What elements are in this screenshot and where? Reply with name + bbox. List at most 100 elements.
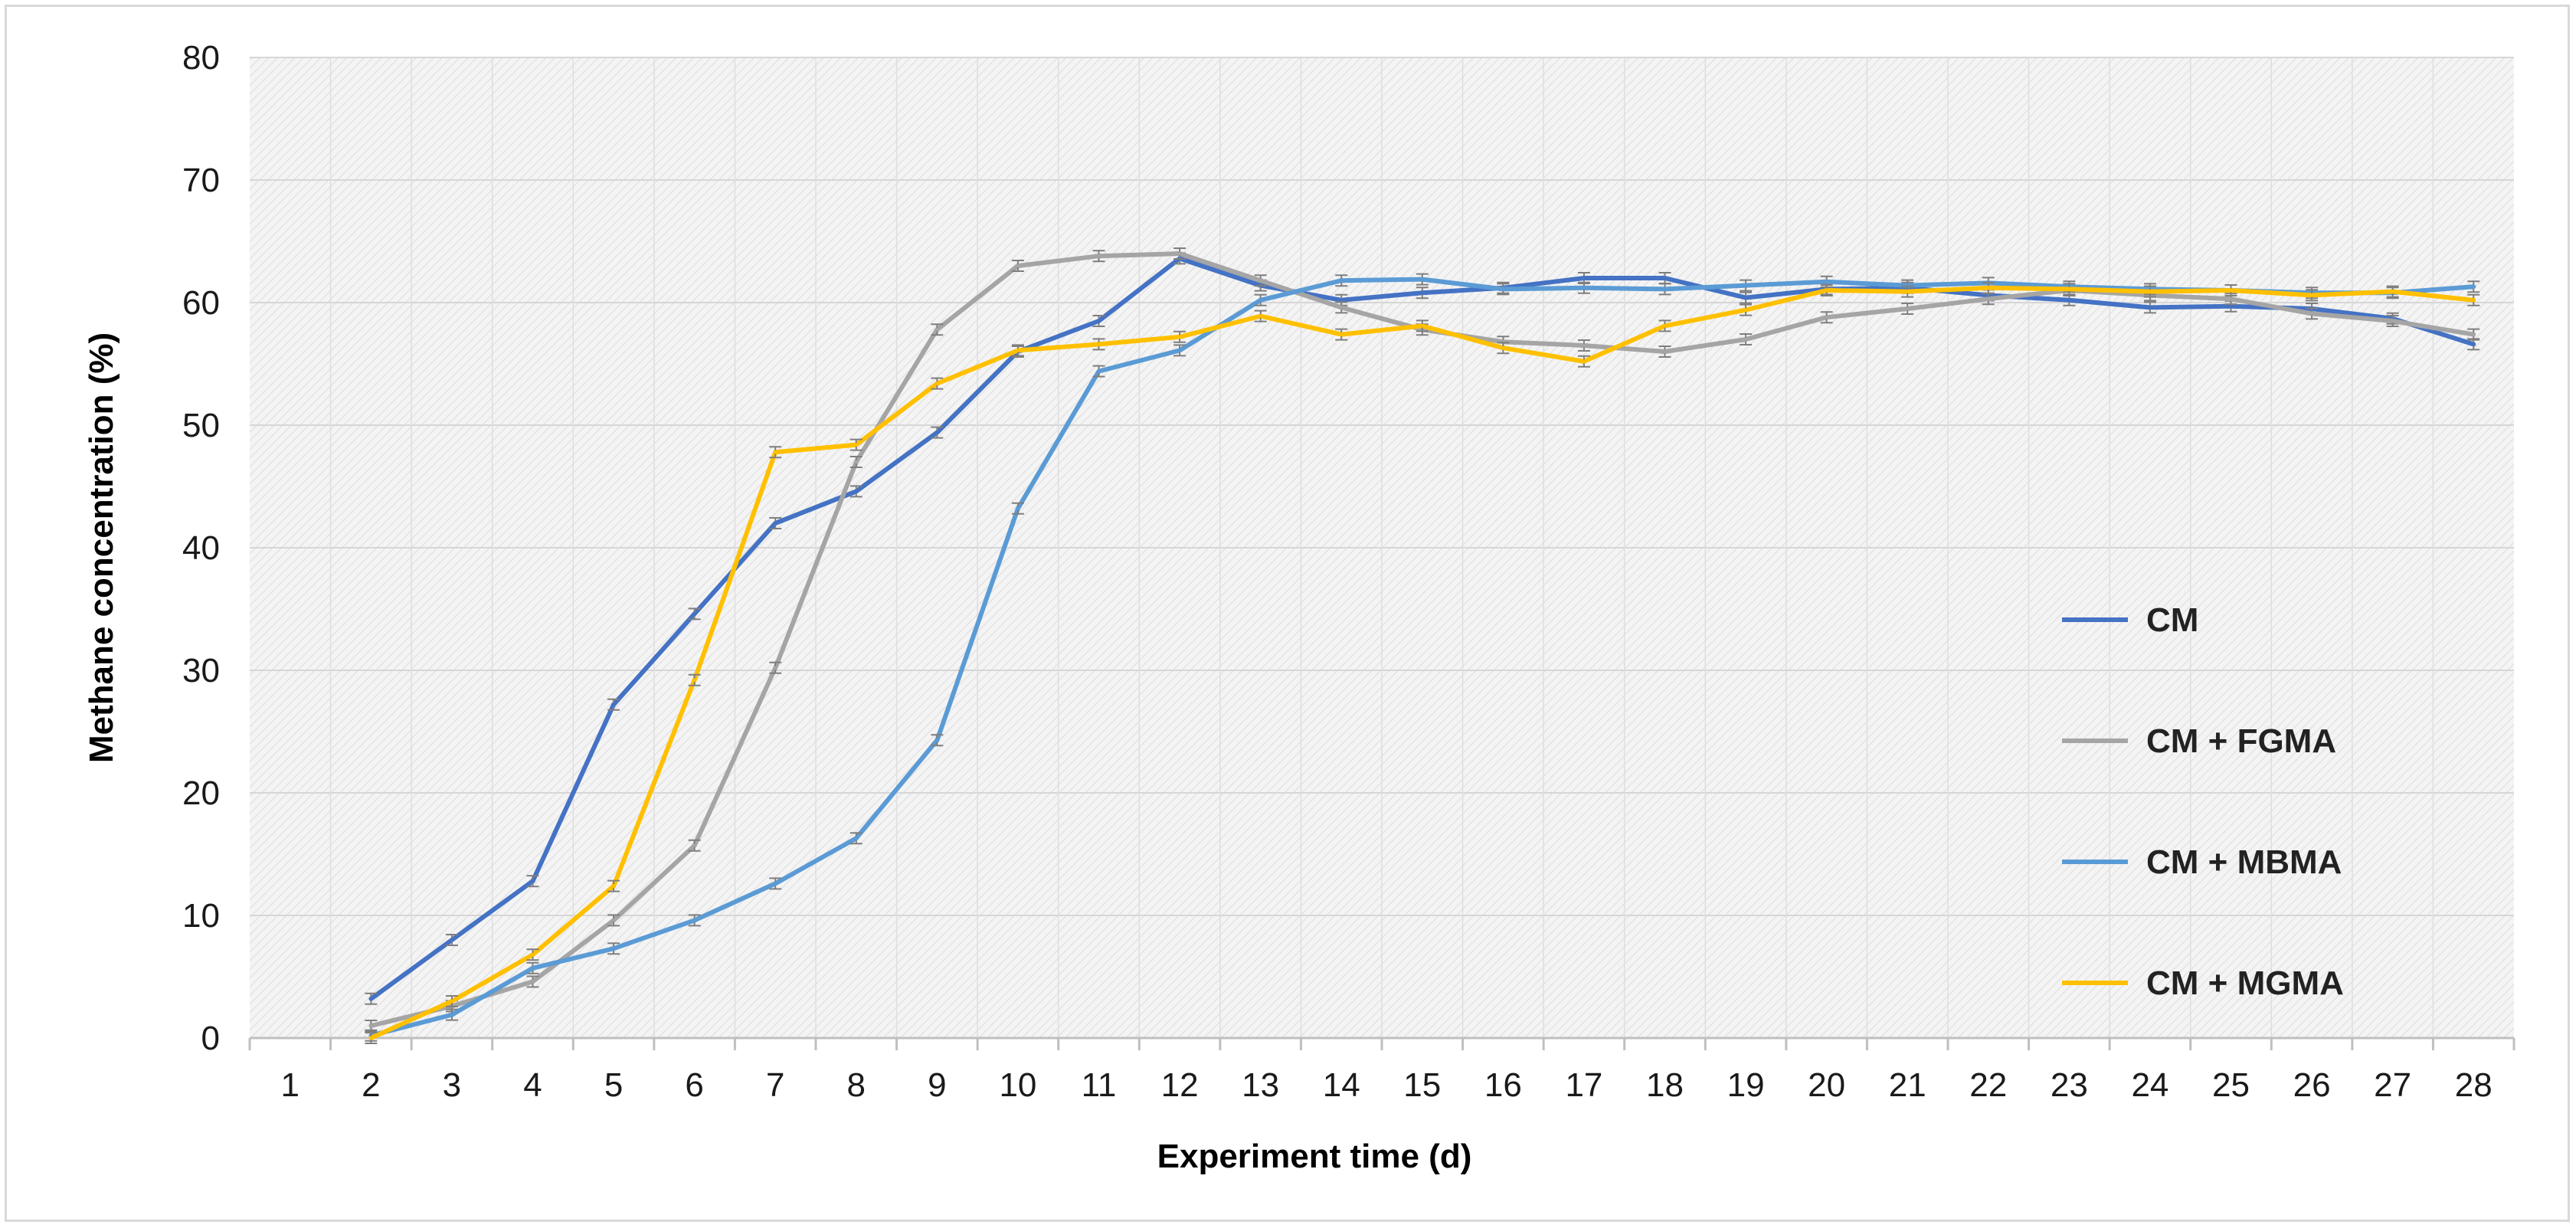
- x-tick-label: 26: [2293, 1066, 2331, 1104]
- x-tick-label: 16: [1484, 1066, 1522, 1104]
- data-point: [368, 1023, 373, 1028]
- data-point: [1743, 337, 1748, 342]
- data-point: [1825, 288, 1829, 293]
- legend-label: CM + MBMA: [2146, 843, 2342, 881]
- data-point: [531, 966, 535, 971]
- data-point: [1743, 283, 1748, 288]
- y-tick-label: 10: [182, 897, 220, 935]
- x-tick-label: 17: [1565, 1066, 1602, 1104]
- data-point: [934, 738, 939, 742]
- data-point: [692, 918, 697, 922]
- legend: CM CM + FGMA CM + MBMA CM + MGMA: [2062, 601, 2344, 1002]
- data-point: [368, 1036, 373, 1040]
- x-tick-label: 2: [362, 1066, 380, 1104]
- data-point: [934, 381, 939, 386]
- data-point: [1339, 298, 1344, 303]
- y-tick-label: 50: [182, 407, 220, 444]
- y-axis-title: Methane concentration (%): [83, 332, 120, 763]
- data-point: [1663, 349, 1667, 354]
- data-point: [1420, 290, 1425, 295]
- data-point: [1339, 305, 1344, 309]
- x-tick-label: 20: [1808, 1066, 1845, 1104]
- legend-label: CM: [2146, 601, 2198, 639]
- data-point: [1420, 277, 1425, 282]
- data-point: [531, 979, 535, 984]
- y-tick-label: 0: [201, 1020, 220, 1057]
- x-tick-label: 15: [1403, 1066, 1441, 1104]
- data-point: [450, 938, 454, 942]
- data-point: [1663, 323, 1667, 328]
- data-point: [611, 884, 616, 889]
- data-point: [934, 327, 939, 332]
- data-point: [854, 460, 859, 464]
- data-point: [1743, 296, 1748, 300]
- legend-label: CM + MGMA: [2146, 964, 2344, 1002]
- data-point: [773, 521, 777, 526]
- data-point: [1016, 506, 1020, 511]
- data-point: [1501, 345, 1505, 350]
- data-point: [854, 489, 859, 493]
- x-tick-label: 19: [1727, 1066, 1765, 1104]
- data-point: [2229, 288, 2233, 293]
- x-tick-label: 3: [443, 1066, 461, 1104]
- x-tick-label: 7: [766, 1066, 784, 1104]
- data-point: [450, 1013, 454, 1017]
- data-point: [2229, 304, 2233, 309]
- data-point: [1501, 287, 1505, 291]
- data-point: [692, 678, 697, 683]
- data-point: [1582, 276, 1586, 280]
- data-point: [1582, 359, 1586, 364]
- data-point: [2309, 311, 2314, 316]
- data-point: [1905, 290, 1910, 294]
- x-tick-label: 28: [2455, 1066, 2493, 1104]
- data-point: [2471, 342, 2476, 346]
- data-point: [1339, 278, 1344, 283]
- data-point: [450, 999, 454, 1004]
- series-group: [365, 281, 2480, 1044]
- x-tick-label: 4: [523, 1066, 542, 1104]
- data-point: [773, 881, 777, 886]
- x-tick-label: 21: [1889, 1066, 1926, 1104]
- data-point: [773, 450, 777, 454]
- data-point: [2471, 332, 2476, 337]
- data-point: [1663, 287, 1667, 291]
- data-point: [2471, 298, 2476, 303]
- y-tick-label: 80: [182, 39, 220, 77]
- x-tick-label: 5: [604, 1066, 623, 1104]
- x-tick-label: 6: [685, 1066, 703, 1104]
- data-point: [1825, 280, 1829, 284]
- data-point: [1177, 251, 1182, 256]
- data-point: [1177, 335, 1182, 339]
- data-point: [2309, 293, 2314, 297]
- data-point: [1582, 286, 1586, 290]
- y-tick-label: 60: [182, 284, 220, 322]
- data-point: [2148, 305, 2152, 309]
- data-point: [1177, 348, 1182, 352]
- data-point: [854, 836, 859, 840]
- data-point: [2067, 298, 2071, 303]
- data-point: [531, 879, 535, 883]
- x-tick-label: 27: [2374, 1066, 2411, 1104]
- data-point: [1097, 342, 1101, 346]
- data-point: [1259, 278, 1263, 283]
- data-point: [1420, 323, 1425, 328]
- y-tick-label: 20: [182, 774, 220, 812]
- data-point: [611, 946, 616, 951]
- data-point: [1097, 319, 1101, 323]
- gridlines: [250, 57, 2514, 1038]
- x-tick-label: 18: [1646, 1066, 1684, 1104]
- x-tick-label: 11: [1082, 1066, 1117, 1104]
- data-point: [2067, 287, 2071, 291]
- chart-frame: 0 10 20 30 40 50 60 70 80 1 2 3 4 5 6 7 8 9 10 11 12 13 14 15 16…: [5, 5, 2570, 1222]
- x-tick-label: 22: [1969, 1066, 2007, 1104]
- data-point: [1259, 298, 1263, 303]
- data-point: [1582, 343, 1586, 348]
- x-tick-label: 13: [1242, 1066, 1279, 1104]
- data-point: [1663, 276, 1667, 280]
- data-point: [692, 843, 697, 848]
- data-point: [1097, 369, 1101, 374]
- data-point: [1016, 264, 1020, 268]
- data-point: [1986, 286, 1991, 290]
